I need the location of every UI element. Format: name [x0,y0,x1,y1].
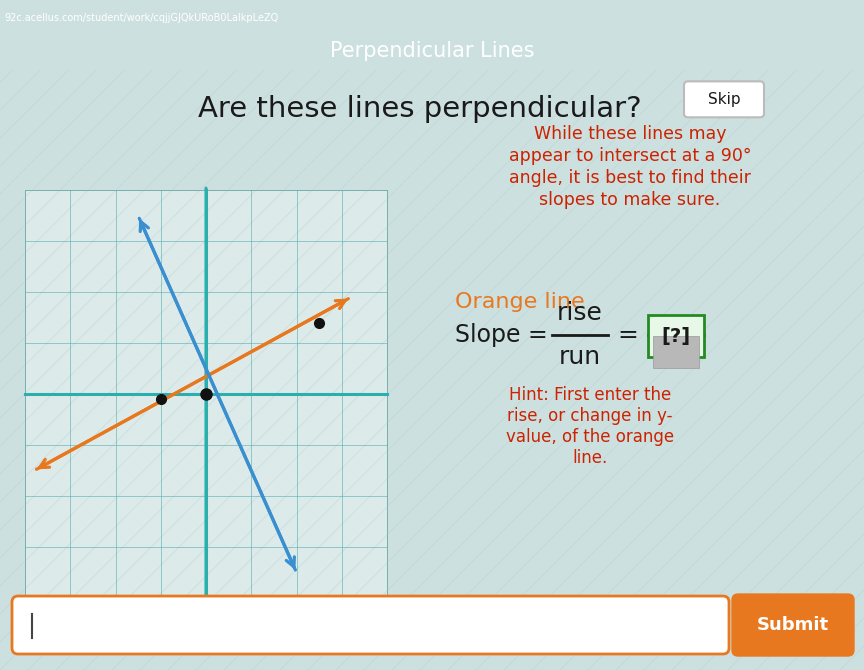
Text: rise: rise [557,302,603,325]
FancyBboxPatch shape [12,596,729,654]
FancyBboxPatch shape [648,315,704,357]
Text: run: run [559,345,601,369]
Text: Skip: Skip [708,92,740,107]
FancyBboxPatch shape [25,190,387,598]
Text: [?]: [?] [662,327,690,346]
Text: Perpendicular Lines: Perpendicular Lines [330,41,534,61]
Text: 92c.acellus.com/student/work/cqjjGJQkURoB0LalkpLeZQ: 92c.acellus.com/student/work/cqjjGJQkURo… [4,13,278,23]
Text: appear to intersect at a 90°: appear to intersect at a 90° [509,147,752,165]
Text: While these lines may: While these lines may [534,125,727,143]
Text: angle, it is best to find their: angle, it is best to find their [509,170,751,188]
FancyBboxPatch shape [653,336,699,368]
Text: slopes to make sure.: slopes to make sure. [539,191,721,209]
Text: Hint: First enter the: Hint: First enter the [509,386,671,404]
Text: line.: line. [572,449,607,467]
Text: Slope =: Slope = [455,323,556,347]
FancyBboxPatch shape [684,81,764,117]
Text: rise, or change in y-: rise, or change in y- [507,407,673,425]
Text: value, of the orange: value, of the orange [506,428,674,446]
Text: =: = [618,323,638,347]
FancyBboxPatch shape [732,594,854,656]
Text: Orange line: Orange line [455,292,585,312]
Text: Are these lines perpendicular?: Are these lines perpendicular? [198,95,642,123]
Text: Submit: Submit [757,616,829,634]
